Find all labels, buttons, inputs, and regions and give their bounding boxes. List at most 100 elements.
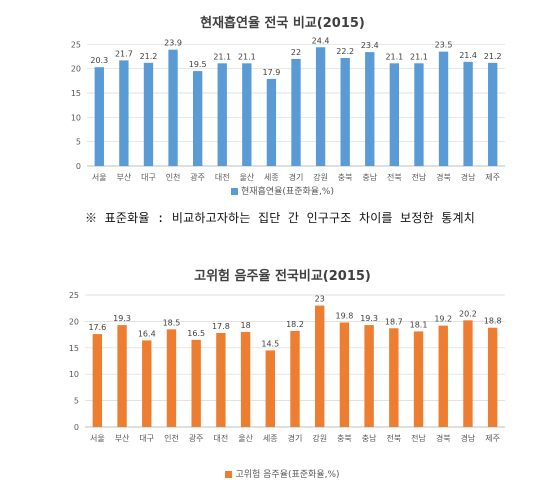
y-tick-label: 25 (71, 40, 81, 49)
data-label: 21.2 (140, 52, 158, 61)
bar (168, 49, 178, 166)
bar (315, 47, 326, 166)
x-tick-label: 강원 (312, 433, 327, 443)
bar (166, 329, 177, 427)
x-tick-label: 부산 (115, 433, 130, 443)
smoking-rate-plot: 0 5 10 15 20 25 20.3 서울 21.7 부산 21.2 대구 23.9 인천 19.5 광주… (71, 36, 505, 182)
legend-swatch (225, 471, 233, 478)
y-tick-label: 0 (76, 162, 81, 171)
bar (290, 330, 300, 427)
chart-legend: 고위험 음주율(표준화율,%) (55, 467, 510, 480)
smoking-rate-chart: 현재흡연율 전국 비교(2015) 0 5 10 15 20 25 20.3 서울 21.7 부산… (55, 0, 510, 197)
data-label: 21.4 (459, 51, 477, 60)
legend-swatch (231, 188, 239, 195)
bar (240, 331, 251, 427)
data-label: 20.3 (90, 56, 108, 65)
y-tick-label: 10 (71, 113, 81, 122)
chart-title: 현재흡연율 전국 비교(2015) (200, 16, 365, 31)
bar (365, 52, 375, 167)
x-tick-label: 울산 (238, 433, 253, 443)
x-tick-label: 경기 (288, 433, 303, 443)
x-tick-label: 강원 (313, 172, 328, 182)
y-tick-label: 5 (76, 138, 81, 147)
x-tick-label: 울산 (239, 172, 254, 182)
y-tick-label: 5 (74, 397, 79, 406)
bar (191, 339, 201, 427)
data-label: 18 (240, 321, 250, 330)
data-label: 18.7 (385, 317, 403, 326)
legend-label: 현재흡연율(표준화율,%) (241, 187, 334, 197)
data-label: 17.6 (88, 323, 106, 332)
y-tick-label: 25 (69, 291, 79, 300)
x-tick-label: 서울 (90, 434, 105, 443)
bar (92, 334, 103, 427)
bar (389, 328, 399, 427)
data-label: 17.9 (263, 68, 281, 77)
x-tick-label: 충남 (362, 434, 377, 443)
x-tick-label: 대구 (141, 173, 156, 182)
data-label: 19.3 (113, 314, 131, 323)
y-tick-label: 10 (69, 370, 79, 379)
data-label: 19.3 (360, 314, 378, 323)
x-tick-label: 대전 (215, 172, 230, 182)
bar (217, 63, 227, 166)
data-label: 14.5 (261, 339, 279, 348)
data-label: 18.8 (484, 317, 502, 326)
bar (414, 63, 424, 166)
data-label: 19.2 (434, 315, 452, 324)
bar (143, 62, 154, 166)
x-tick-label: 인천 (164, 433, 179, 443)
drinking-rate-chart: 고위험 음주율 전국비교(2015) 0 5 10 15 20 25 17.6 서울 19.3 부… (55, 255, 510, 480)
x-tick-label: 충북 (337, 434, 352, 443)
bar (142, 340, 152, 427)
data-label: 21.1 (238, 52, 256, 61)
x-tick-label: 경남 (461, 172, 476, 182)
bar (438, 51, 449, 167)
data-label: 22 (291, 48, 301, 57)
data-label: 16.4 (138, 329, 156, 338)
y-tick-label: 15 (71, 89, 81, 98)
y-tick-label: 20 (71, 65, 81, 74)
bar (389, 63, 400, 166)
bar (266, 78, 277, 166)
legend-label: 고위험 음주율(표준화율,%) (235, 470, 340, 480)
bar (340, 57, 350, 166)
bar (413, 331, 424, 427)
footnote: ※ 표준화율 : 비교하고자하는 집단 간 인구구조 차이를 보정한 통계치 (85, 211, 475, 225)
data-label: 19.8 (336, 311, 354, 320)
data-label: 23.4 (361, 41, 379, 50)
x-tick-label: 충남 (362, 173, 377, 182)
y-tick-label: 15 (69, 344, 79, 353)
x-tick-label: 세종 (263, 434, 278, 443)
x-tick-label: 전북 (387, 172, 402, 182)
bar (488, 62, 498, 166)
y-tick-label: 0 (74, 423, 79, 432)
chart-title: 고위험 음주율 전국비교(2015) (194, 269, 371, 284)
data-label: 16.5 (187, 329, 205, 338)
bar (487, 327, 498, 427)
x-tick-label: 경남 (461, 433, 476, 443)
data-label: 21.7 (115, 49, 133, 58)
data-label: 23 (315, 295, 325, 304)
x-tick-label: 부산 (117, 172, 132, 182)
x-tick-label: 대전 (214, 433, 229, 443)
x-tick-label: 전북 (386, 433, 401, 443)
x-tick-label: 인천 (166, 172, 181, 182)
bar (463, 61, 473, 166)
data-label: 21.1 (410, 52, 428, 61)
x-tick-label: 서울 (92, 173, 107, 182)
bar (216, 333, 226, 427)
data-label: 20.2 (459, 309, 477, 318)
x-tick-label: 전남 (411, 433, 426, 443)
x-tick-label: 경기 (289, 172, 304, 182)
data-label: 18.1 (410, 320, 428, 329)
x-tick-label: 대구 (139, 434, 154, 443)
x-tick-label: 광주 (189, 433, 204, 443)
x-tick-label: 제주 (485, 173, 500, 182)
data-label: 18.5 (163, 318, 181, 327)
x-tick-label: 전남 (412, 172, 427, 182)
x-tick-label: 경북 (436, 172, 451, 182)
bar (364, 325, 374, 427)
drinking-rate-plot: 0 5 10 15 20 25 17.6 서울 19.3 부산 16.4 대구 18.5 인천 16.5 광주… (69, 291, 505, 443)
data-label: 18.2 (286, 320, 304, 329)
